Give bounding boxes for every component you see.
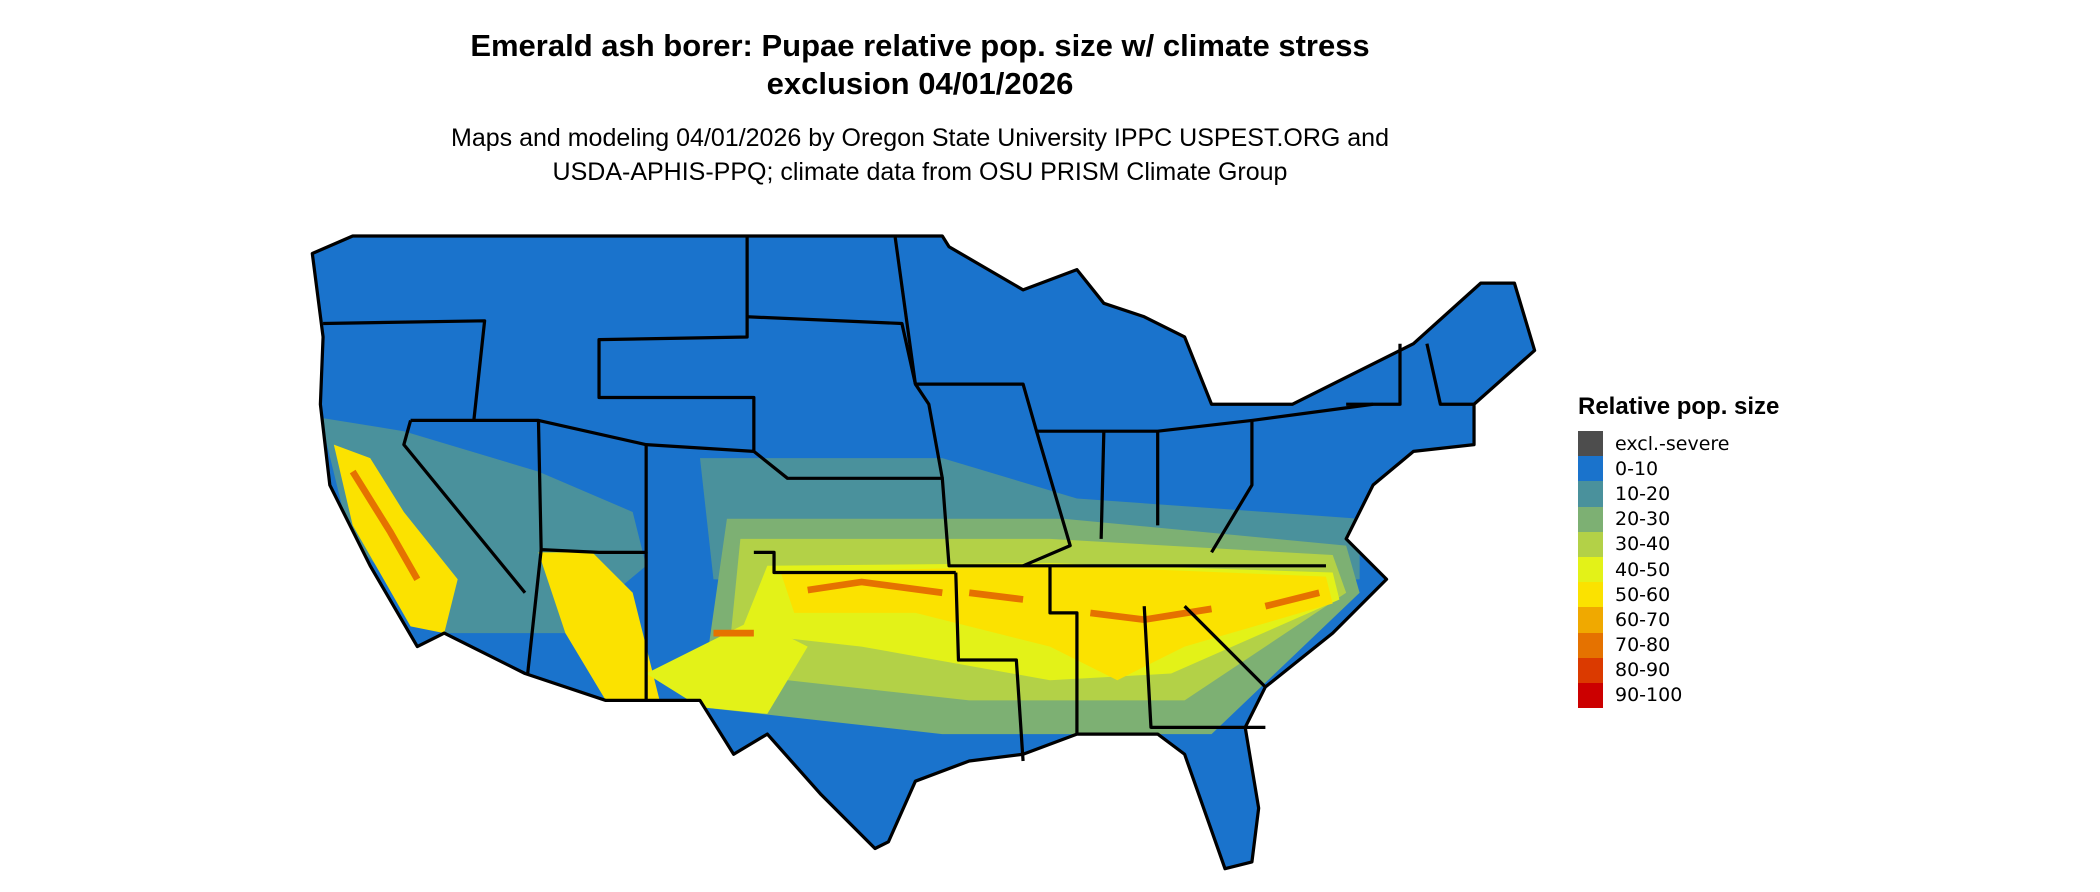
map-subtitle-line2: USDA-APHIS-PPQ; climate data from OSU PR… [552,158,1288,186]
legend-item: excl.-severe [1578,431,1779,457]
legend-label: 50-60 [1615,583,1671,606]
legend-item: 60-70 [1578,607,1779,633]
legend-item: 50-60 [1578,582,1779,608]
zone-tx-yellow [646,619,808,714]
legend-item: 20-30 [1578,506,1779,532]
legend: Relative pop. size excl.-severe 0-10 10-20… [1578,393,1780,709]
legend-item: 10-20 [1578,481,1779,507]
legend-label: 60-70 [1615,608,1671,631]
legend-swatch [1578,506,1603,532]
legend-swatch [1578,431,1603,457]
legend-swatch [1578,607,1603,633]
legend-title: Relative pop. size [1578,393,1780,420]
legend-label: 80-90 [1615,659,1671,682]
legend-swatch [1578,481,1603,507]
legend-label: 30-40 [1615,533,1671,556]
legend-swatch [1578,556,1603,583]
legend-label: 20-30 [1615,508,1671,531]
zone-50-60 [780,565,1333,681]
state-borders [310,234,1537,871]
legend-swatch [1578,657,1603,683]
legend-item: 70-80 [1578,632,1779,658]
map-title-line2: exclusion 04/01/2026 [766,66,1074,101]
legend-label: 90-100 [1615,684,1683,707]
legend-label: 0-10 [1615,457,1659,480]
map-title-line1: Emerald ash borer: Pupae relative pop. s… [470,28,1370,63]
legend-item: 30-40 [1578,531,1779,557]
legend-swatch [1578,582,1603,608]
map-subtitle-line1: Maps and modeling 04/01/2026 by Oregon S… [451,124,1389,152]
legend-label: 70-80 [1615,634,1671,657]
legend-item: 0-10 [1578,456,1779,482]
legend-label: excl.-severe [1615,432,1730,455]
population-zones [320,417,1360,735]
legend-item: 90-100 [1578,682,1779,709]
legend-swatch [1578,682,1603,709]
legend-swatch [1578,531,1603,557]
legend-label: 10-20 [1615,482,1671,505]
legend-swatch [1578,456,1603,482]
legend-label: 40-50 [1615,558,1671,581]
legend-item: 80-90 [1578,657,1779,683]
legend-item: 40-50 [1578,556,1779,583]
legend-swatch [1578,632,1603,658]
